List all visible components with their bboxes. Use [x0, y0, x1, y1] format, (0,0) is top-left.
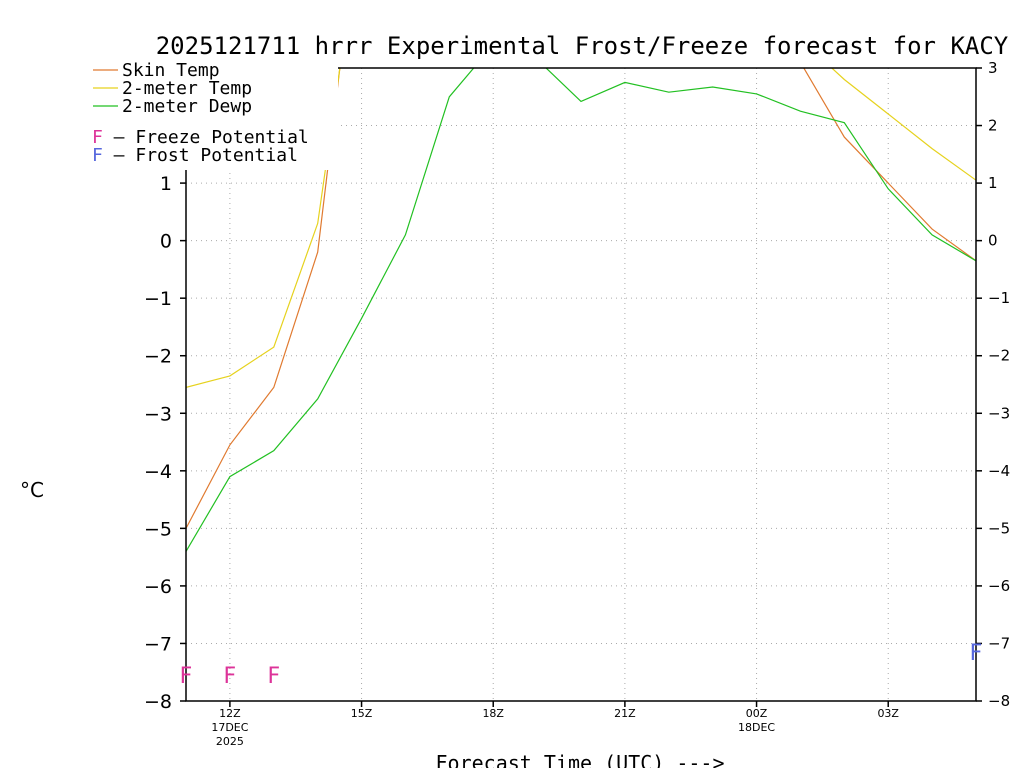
x-axis-label: Forecast Time (UTC) ---> — [436, 751, 725, 768]
y-tick-label-left: −6 — [144, 576, 172, 598]
y-tick-label-right: −4 — [988, 462, 1010, 480]
legend-entry: 2-meter Temp — [122, 78, 252, 99]
grid-lines — [186, 68, 976, 701]
y-tick-label-left: −2 — [144, 346, 172, 368]
chart-title: 2025121711 hrrr Experimental Frost/Freez… — [156, 32, 1009, 60]
x-tick-label: 15Z — [351, 707, 373, 720]
x-tick-label: 03Z — [877, 707, 899, 720]
y-tick-label-right: −7 — [988, 634, 1010, 652]
x-tick-date-label: 18DEC — [738, 721, 775, 734]
legend-note-letter: F — [92, 145, 103, 166]
legend-frost-note: F – Frost Potential — [92, 145, 298, 166]
x-tick-label: 21Z — [614, 707, 636, 720]
legend-note-text: – Frost Potential — [103, 145, 298, 166]
y-tick-label-left: −8 — [144, 691, 172, 713]
plot-frame — [185, 67, 977, 702]
freeze-potential-flag: F — [267, 664, 280, 689]
series-line-0 — [186, 68, 976, 529]
x-tick-label: 12Z — [219, 707, 241, 720]
potential-flags: F F FF — [180, 641, 983, 689]
freeze-potential-flag: F — [224, 664, 237, 689]
x-tick-date-label: 17DEC — [211, 721, 248, 734]
y-tick-label-right: −2 — [988, 347, 1010, 365]
y-tick-label-left: −1 — [144, 288, 172, 310]
y-tick-label-right: −1 — [988, 289, 1010, 307]
y-tick-label-left: −7 — [144, 633, 172, 655]
x-tick-label: 00Z — [746, 707, 768, 720]
y-tick-label-right: 0 — [988, 232, 998, 250]
legend-note-text: – Freeze Potential — [103, 127, 309, 148]
y-tick-label-left: −3 — [144, 403, 172, 425]
x-tick-year-label: 2025 — [216, 735, 244, 748]
y-axis-right: 3 2 1 0 −1 −2 −3 −4 −5 −6 −7 −8 — [976, 59, 1010, 710]
legend-background — [88, 58, 338, 170]
legend-freeze-note: F – Freeze Potential — [92, 127, 309, 148]
y-tick-label-left: −4 — [144, 461, 172, 483]
y-tick-label-right: −3 — [988, 404, 1010, 422]
series-layer — [186, 68, 976, 552]
y-tick-label-left: −5 — [144, 518, 172, 540]
frost-potential-flag: F — [970, 641, 983, 666]
x-tick-label: 18Z — [482, 707, 504, 720]
y-tick-label-left: 0 — [160, 231, 172, 253]
legend-entry: 2-meter Dewp — [122, 96, 252, 117]
y-tick-label-right: −5 — [988, 519, 1010, 537]
y-tick-label-right: 2 — [988, 117, 998, 135]
y-axis-label: °C — [20, 478, 44, 502]
y-tick-label-left: 1 — [160, 173, 172, 195]
series-line-1 — [186, 68, 976, 388]
series-line-2 — [186, 68, 976, 552]
y-tick-label-right: 1 — [988, 174, 998, 192]
legend-entry: Skin Temp — [122, 60, 220, 81]
y-tick-label-right: −8 — [988, 692, 1010, 710]
freeze-potential-flag: F — [180, 664, 193, 689]
y-tick-label-right: 3 — [988, 59, 998, 77]
legend-note-letter: F — [92, 127, 103, 148]
y-tick-label-right: −6 — [988, 577, 1010, 595]
